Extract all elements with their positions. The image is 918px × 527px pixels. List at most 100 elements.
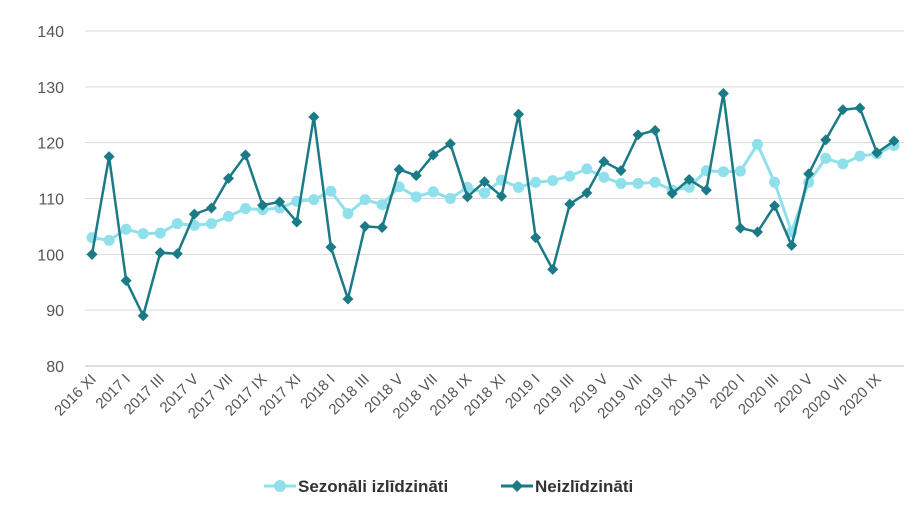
legend-item-unadjusted[interactable]: Neizlīdzināti (501, 477, 633, 496)
data-point[interactable] (564, 170, 576, 182)
data-point[interactable] (103, 151, 115, 163)
data-point[interactable] (530, 232, 542, 244)
data-point[interactable] (803, 168, 815, 180)
data-point[interactable] (581, 163, 593, 175)
data-point[interactable] (120, 223, 132, 235)
data-point[interactable] (478, 187, 490, 199)
data-point[interactable] (564, 198, 576, 210)
data-point[interactable] (325, 185, 337, 197)
y-tick-label: 130 (37, 80, 64, 97)
data-point[interactable] (308, 194, 320, 206)
data-point[interactable] (888, 135, 900, 147)
data-point[interactable] (615, 165, 627, 177)
data-point[interactable] (820, 152, 832, 164)
data-point[interactable] (427, 149, 439, 161)
data-point[interactable] (120, 275, 132, 287)
data-point[interactable] (427, 186, 439, 198)
data-point[interactable] (700, 184, 712, 196)
data-point[interactable] (820, 134, 832, 146)
legend-item-seasonally-adjusted[interactable]: Sezonāli izlīdzināti (264, 477, 448, 496)
data-point[interactable] (513, 108, 525, 120)
data-point[interactable] (359, 194, 371, 206)
series-area (86, 88, 900, 322)
data-point[interactable] (496, 190, 508, 202)
data-point[interactable] (240, 149, 252, 161)
data-point[interactable] (666, 187, 678, 199)
legend: Sezonāli izlīdzināti Neizlīdzināti (264, 477, 633, 496)
data-point[interactable] (393, 181, 405, 193)
data-point[interactable] (598, 171, 610, 183)
data-point[interactable] (734, 222, 746, 234)
data-point[interactable] (325, 241, 337, 253)
data-point[interactable] (769, 200, 781, 212)
data-point[interactable] (769, 176, 781, 188)
data-point[interactable] (137, 228, 149, 240)
y-tick-label: 100 (37, 247, 64, 264)
data-point[interactable] (751, 226, 763, 238)
data-point[interactable] (461, 191, 473, 203)
data-point[interactable] (632, 129, 644, 141)
data-point[interactable] (513, 181, 525, 193)
data-point[interactable] (376, 222, 388, 234)
data-point[interactable] (649, 176, 661, 188)
x-tick-label: 2016 XI (51, 371, 100, 420)
data-point[interactable] (547, 175, 559, 187)
data-point[interactable] (171, 218, 183, 230)
data-point[interactable] (683, 181, 695, 193)
data-point[interactable] (598, 156, 610, 168)
data-point[interactable] (547, 263, 559, 275)
data-point[interactable] (854, 102, 866, 114)
data-point[interactable] (632, 177, 644, 189)
data-point[interactable] (86, 248, 98, 260)
data-point[interactable] (274, 196, 286, 208)
series-line (90, 92, 896, 317)
data-point[interactable] (871, 147, 883, 159)
data-point[interactable] (530, 176, 542, 188)
legend-label: Neizlīdzināti (535, 477, 633, 496)
data-point[interactable] (205, 218, 217, 230)
data-point[interactable] (342, 208, 354, 220)
data-point[interactable] (649, 124, 661, 136)
data-point[interactable] (223, 172, 235, 184)
series-seasonally-adjusted (86, 138, 900, 246)
data-point[interactable] (717, 88, 729, 100)
data-point[interactable] (393, 163, 405, 175)
data-point[interactable] (154, 247, 166, 259)
data-point[interactable] (581, 187, 593, 199)
data-point[interactable] (188, 208, 200, 220)
data-point[interactable] (171, 248, 183, 260)
data-point[interactable] (240, 203, 252, 215)
data-point[interactable] (291, 216, 303, 228)
data-point[interactable] (683, 174, 695, 186)
data-point[interactable] (734, 165, 746, 177)
data-point[interactable] (478, 176, 490, 188)
data-point[interactable] (444, 193, 456, 204)
data-point[interactable] (205, 202, 217, 214)
data-point[interactable] (410, 170, 422, 182)
data-point[interactable] (751, 138, 763, 150)
grid-lines (85, 30, 904, 367)
data-point[interactable] (359, 220, 371, 232)
data-point[interactable] (308, 111, 320, 123)
series-unadjusted (86, 88, 900, 322)
data-point[interactable] (717, 166, 729, 178)
data-point[interactable] (837, 104, 849, 116)
data-point[interactable] (410, 191, 422, 203)
y-tick-label: 90 (46, 303, 64, 320)
data-point[interactable] (615, 177, 627, 189)
data-point[interactable] (342, 293, 354, 305)
data-point[interactable] (376, 199, 388, 211)
data-point[interactable] (837, 158, 849, 170)
legend-circle-marker (274, 480, 286, 492)
data-point[interactable] (137, 310, 149, 322)
data-point[interactable] (854, 150, 866, 162)
data-point[interactable] (223, 210, 235, 222)
data-point[interactable] (786, 239, 798, 251)
y-axis: 80 90 100 110 120 130 140 (37, 24, 64, 376)
data-point[interactable] (103, 234, 115, 246)
data-point[interactable] (444, 138, 456, 150)
data-point[interactable] (154, 227, 166, 239)
y-tick-label: 110 (38, 192, 64, 209)
data-point[interactable] (257, 199, 269, 211)
